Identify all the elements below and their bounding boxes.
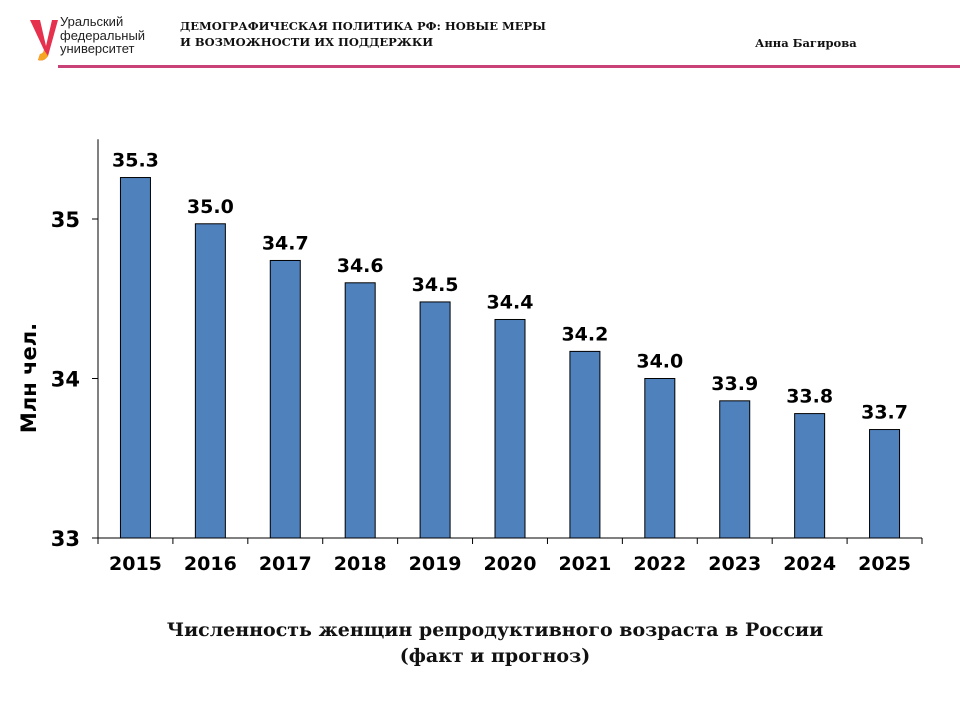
y-tick-label: 35 [51, 208, 80, 232]
data-label: 33.8 [786, 386, 833, 408]
x-tick-label: 2023 [708, 553, 761, 575]
x-tick-label: 2022 [633, 553, 686, 575]
x-tick-label: 2024 [783, 553, 836, 575]
y-tick-label: 34 [51, 368, 80, 392]
logo-text: Уральский федеральный университет [60, 15, 145, 56]
x-tick-label: 2021 [558, 553, 611, 575]
y-axis-label: Млн чел. [17, 323, 41, 433]
bar [419, 301, 451, 539]
data-label: 33.9 [711, 373, 758, 395]
data-label: 34.5 [412, 274, 459, 296]
caption-line: Численность женщин репродуктивного возра… [166, 619, 824, 641]
data-label: 34.7 [262, 232, 309, 254]
data-label: 33.7 [861, 402, 908, 424]
chart-caption: Численность женщин репродуктивного возра… [0, 617, 960, 669]
data-label: 34.0 [636, 351, 683, 373]
logo-line: Уральский [60, 14, 124, 29]
bar [869, 429, 901, 539]
logo-line: университет [60, 41, 135, 56]
x-tick-label: 2017 [259, 553, 312, 575]
bar [194, 223, 226, 539]
data-label: 35.0 [187, 196, 234, 218]
data-label: 34.4 [487, 291, 534, 313]
bar [494, 318, 526, 539]
x-tick-label: 2025 [858, 553, 911, 575]
bar [644, 378, 676, 539]
bar [794, 413, 826, 539]
title-line: И ВОЗМОЖНОСТИ ИХ ПОДДЕРЖКИ [180, 35, 434, 49]
bar [569, 350, 601, 539]
x-tick-label: 2020 [484, 553, 537, 575]
x-tick-label: 2019 [409, 553, 462, 575]
header-divider [58, 65, 960, 68]
bar [344, 282, 376, 539]
bar [269, 259, 301, 539]
author: Анна Багирова [755, 36, 857, 50]
data-label: 35.3 [112, 150, 159, 172]
data-label: 34.2 [561, 323, 608, 345]
bar [719, 400, 751, 539]
x-tick-label: 2015 [109, 553, 162, 575]
university-logo [30, 20, 58, 61]
slide-title: ДЕМОГРАФИЧЕСКАЯ ПОЛИТИКА РФ: НОВЫЕ МЕРЫ … [180, 18, 546, 50]
y-tick-label: 33 [51, 527, 80, 551]
x-tick-label: 2018 [334, 553, 387, 575]
data-label: 34.6 [337, 255, 384, 277]
title-line: ДЕМОГРАФИЧЕСКАЯ ПОЛИТИКА РФ: НОВЫЕ МЕРЫ [180, 19, 546, 33]
x-tick-label: 2016 [184, 553, 237, 575]
logo-line: федеральный [60, 27, 146, 43]
caption-line: (факт и прогноз) [399, 645, 591, 667]
bar [119, 177, 151, 539]
